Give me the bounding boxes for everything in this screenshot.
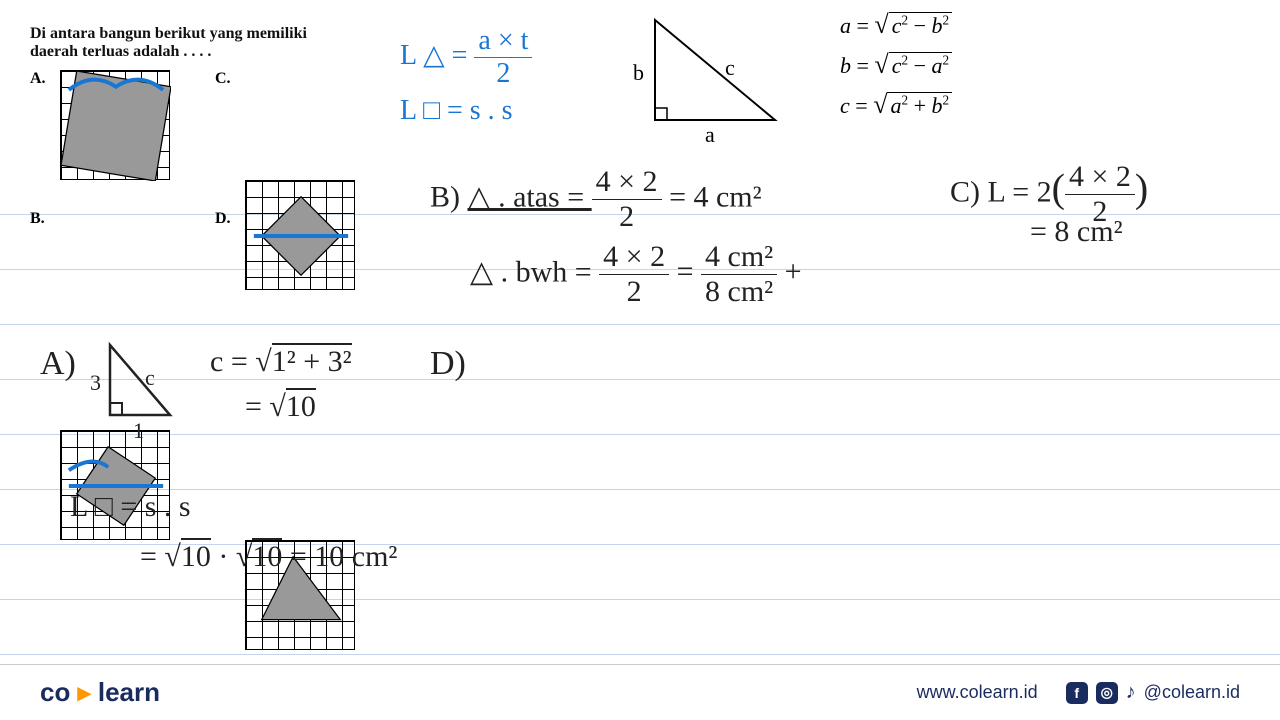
work-a-title: A) — [40, 345, 76, 383]
work-b-bwh: △ . bwh = 4 × 22 = 4 cm²8 cm² + — [470, 240, 802, 309]
pythagoras-triangle: b c a — [625, 10, 795, 145]
footer-handle: @colearn.id — [1144, 682, 1240, 703]
work-b-atas-pre: △ . atas = — [468, 180, 592, 213]
work-a-sq1: L □ = s . s — [70, 490, 191, 524]
work-a-calc2: = √10 — [245, 390, 316, 424]
footer-url: www.colearn.id — [917, 682, 1038, 703]
work-b: B) △ . atas = 4 × 22 = 4 cm² — [430, 165, 762, 234]
work-b-bwh-pre: △ . bwh = — [470, 255, 599, 288]
tri-a-b: 3 — [90, 370, 101, 396]
question-line2: daerah terluas adalah . . . . — [30, 43, 211, 60]
question-line1: Di antara bangun berikut yang memiliki — [30, 25, 307, 42]
formula-c: c = √a2 + b2 — [840, 90, 952, 120]
tri-label-c: c — [725, 55, 735, 81]
work-c-result: = 8 cm² — [1030, 215, 1123, 249]
work-a-triangle: 3 c 1 — [95, 340, 185, 435]
logo: co ▸ learn — [40, 677, 160, 708]
pythagoras-formulas: a = √c2 − b2 b = √c2 − a2 c = √a2 + b2 — [840, 10, 952, 130]
tri-a-c: c — [145, 365, 155, 391]
work-b-atas-res: = 4 cm² — [662, 180, 762, 213]
figure-c — [245, 180, 355, 290]
work-d-title: D) — [430, 345, 466, 383]
tri-label-a: a — [705, 122, 715, 148]
work-b-bwh-res: = 4 cm²8 cm² + — [677, 255, 802, 288]
formula-square: L □ = s . s — [400, 95, 513, 127]
option-d-label: D. — [215, 210, 231, 227]
footer-right: www.colearn.id f ◎ ♪ @colearn.id — [917, 681, 1240, 704]
formula-a: a = √c2 − b2 — [840, 10, 952, 40]
work-a-calc1: c = √1² + 3² — [210, 345, 352, 379]
ltri-pre: L △ = — [400, 40, 474, 71]
option-c-label: C. — [215, 70, 231, 87]
instagram-icon: ◎ — [1096, 682, 1118, 704]
ltri-frac: a × t2 — [474, 25, 532, 90]
option-a-label: A. — [30, 70, 46, 87]
work-a-sq2: = √10 · √10 = 10 cm² — [140, 540, 397, 574]
option-b-label: B. — [30, 210, 45, 227]
formula-b: b = √c2 − a2 — [840, 50, 952, 80]
tiktok-icon: ♪ — [1126, 681, 1136, 704]
work-b-bwh-frac: 4 × 22 — [599, 240, 669, 309]
figure-a — [60, 70, 170, 180]
logo-learn: learn — [98, 677, 160, 707]
logo-co: co — [40, 677, 70, 707]
question-text: Di antara bangun berikut yang memiliki d… — [30, 25, 410, 61]
tri-a-a: 1 — [133, 418, 144, 444]
facebook-icon: f — [1066, 682, 1088, 704]
work-c-title: C) — [950, 175, 980, 208]
tri-label-b: b — [633, 60, 644, 86]
footer: co ▸ learn www.colearn.id f ◎ ♪ @colearn… — [0, 664, 1280, 720]
formula-triangle: L △ = a × t2 — [400, 25, 532, 90]
logo-sep: ▸ — [70, 677, 98, 707]
work-b-title: B) — [430, 180, 460, 213]
work-b-atas-frac: 4 × 22 — [592, 165, 662, 234]
work-c-expr: L = 2 — [988, 175, 1052, 208]
